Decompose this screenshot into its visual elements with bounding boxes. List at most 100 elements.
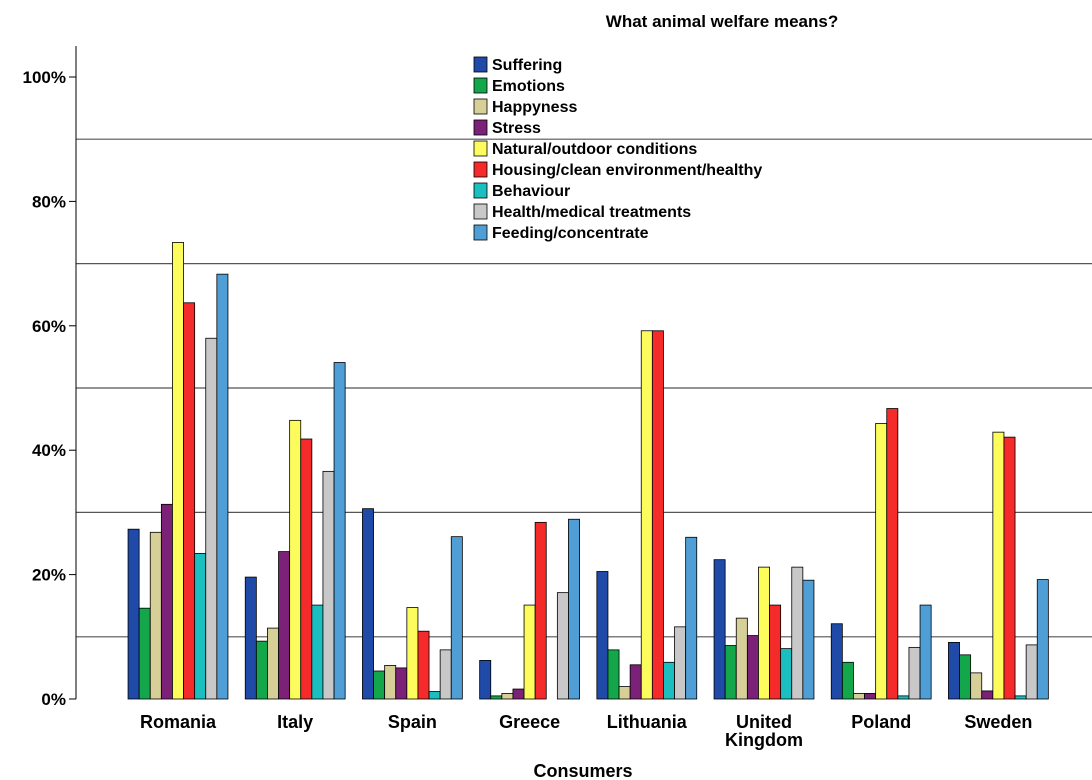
bar (948, 641, 960, 700)
bar (127, 528, 140, 700)
bar (651, 330, 664, 700)
x-categories: Romania Italy Spain Greece Lithuania UnitedKi… (140, 712, 1032, 750)
legend-swatch (473, 119, 488, 136)
bar (244, 576, 257, 700)
bar (735, 617, 748, 700)
bar (362, 508, 374, 700)
legend-label: Health/medical treatments (492, 204, 691, 221)
bar (769, 604, 782, 700)
legend-swatch (473, 203, 488, 220)
y-tick-label: 0% (41, 690, 66, 709)
bar (830, 623, 843, 700)
bar (841, 661, 854, 700)
bar (791, 566, 804, 700)
y-tick-label: 100% (23, 68, 66, 87)
bar (300, 438, 313, 700)
bar (780, 648, 793, 700)
bar (802, 579, 815, 700)
bar (746, 635, 759, 700)
bar (278, 551, 291, 700)
bar (512, 688, 525, 700)
bar (439, 649, 452, 700)
legend: Suffering Emotions Happyness Stress Natural/… (473, 56, 762, 242)
legend-label: Suffering (492, 57, 562, 74)
bar (523, 604, 536, 700)
legend-swatch (473, 224, 488, 241)
bar (897, 695, 910, 700)
y-tick-label: 40% (32, 441, 66, 460)
bar (674, 626, 687, 700)
bar (490, 695, 503, 700)
bar (406, 607, 419, 700)
legend-label: Housing/clean environment/healthy (492, 162, 762, 179)
bar (450, 536, 463, 700)
bar (864, 693, 877, 700)
legend-swatch (473, 56, 488, 73)
x-tick-label: Poland (851, 712, 911, 732)
bar (149, 531, 162, 700)
bar (333, 362, 346, 700)
bar (311, 604, 324, 700)
x-tick-label: United (736, 712, 792, 732)
bar (713, 559, 726, 700)
bar (194, 553, 207, 700)
bar (479, 660, 492, 700)
bar (853, 693, 865, 700)
x-tick-label: Lithuania (607, 712, 688, 732)
bar (875, 423, 888, 700)
legend-label: Feeding/concentrate (492, 225, 649, 242)
legend-swatch (473, 98, 488, 115)
bar (992, 431, 1005, 700)
legend-label: Behaviour (492, 183, 570, 200)
bar (886, 408, 899, 700)
bar (417, 630, 430, 700)
legend-label: Happyness (492, 99, 577, 116)
bar (568, 518, 580, 700)
bar (501, 693, 514, 700)
y-tick-label: 80% (32, 192, 66, 211)
bar (618, 686, 631, 700)
x-tick-label: Romania (140, 712, 217, 732)
bar (959, 654, 972, 700)
bar (1014, 695, 1027, 700)
bar (373, 670, 386, 700)
bar (908, 646, 921, 700)
bar (205, 337, 218, 700)
bar (640, 330, 653, 700)
bar (685, 536, 698, 700)
bar (724, 645, 737, 700)
x-tick-label: Sweden (964, 712, 1032, 732)
bar (981, 690, 994, 700)
y-ticks: 0% 20% 40% 60% 80% 100% (23, 68, 76, 709)
legend-swatch (473, 140, 488, 157)
bar (556, 592, 569, 700)
chart-title: What animal welfare means? (606, 12, 838, 31)
bar (183, 302, 196, 700)
bar (596, 571, 609, 700)
legend-label: Emotions (492, 78, 565, 95)
legend-swatch (473, 161, 488, 178)
bars (127, 242, 1049, 700)
bar (607, 649, 620, 700)
bar (758, 566, 770, 700)
bar (384, 665, 397, 700)
bar (428, 691, 441, 700)
bar (138, 607, 151, 700)
bar (322, 470, 335, 700)
bar (255, 640, 268, 700)
bar (1025, 644, 1038, 700)
bar (172, 242, 184, 700)
legend-label: Natural/outdoor conditions (492, 141, 697, 158)
x-tick-label: Kingdom (725, 730, 803, 750)
x-tick-label: Spain (388, 712, 437, 732)
bar (395, 667, 408, 700)
legend-label: Stress (492, 120, 541, 137)
y-tick-label: 60% (32, 317, 66, 336)
bar (216, 273, 229, 700)
x-tick-label: Italy (277, 712, 313, 732)
y-tick-label: 20% (32, 566, 66, 585)
bar (267, 627, 279, 700)
bar (919, 604, 932, 700)
bar (289, 419, 302, 700)
